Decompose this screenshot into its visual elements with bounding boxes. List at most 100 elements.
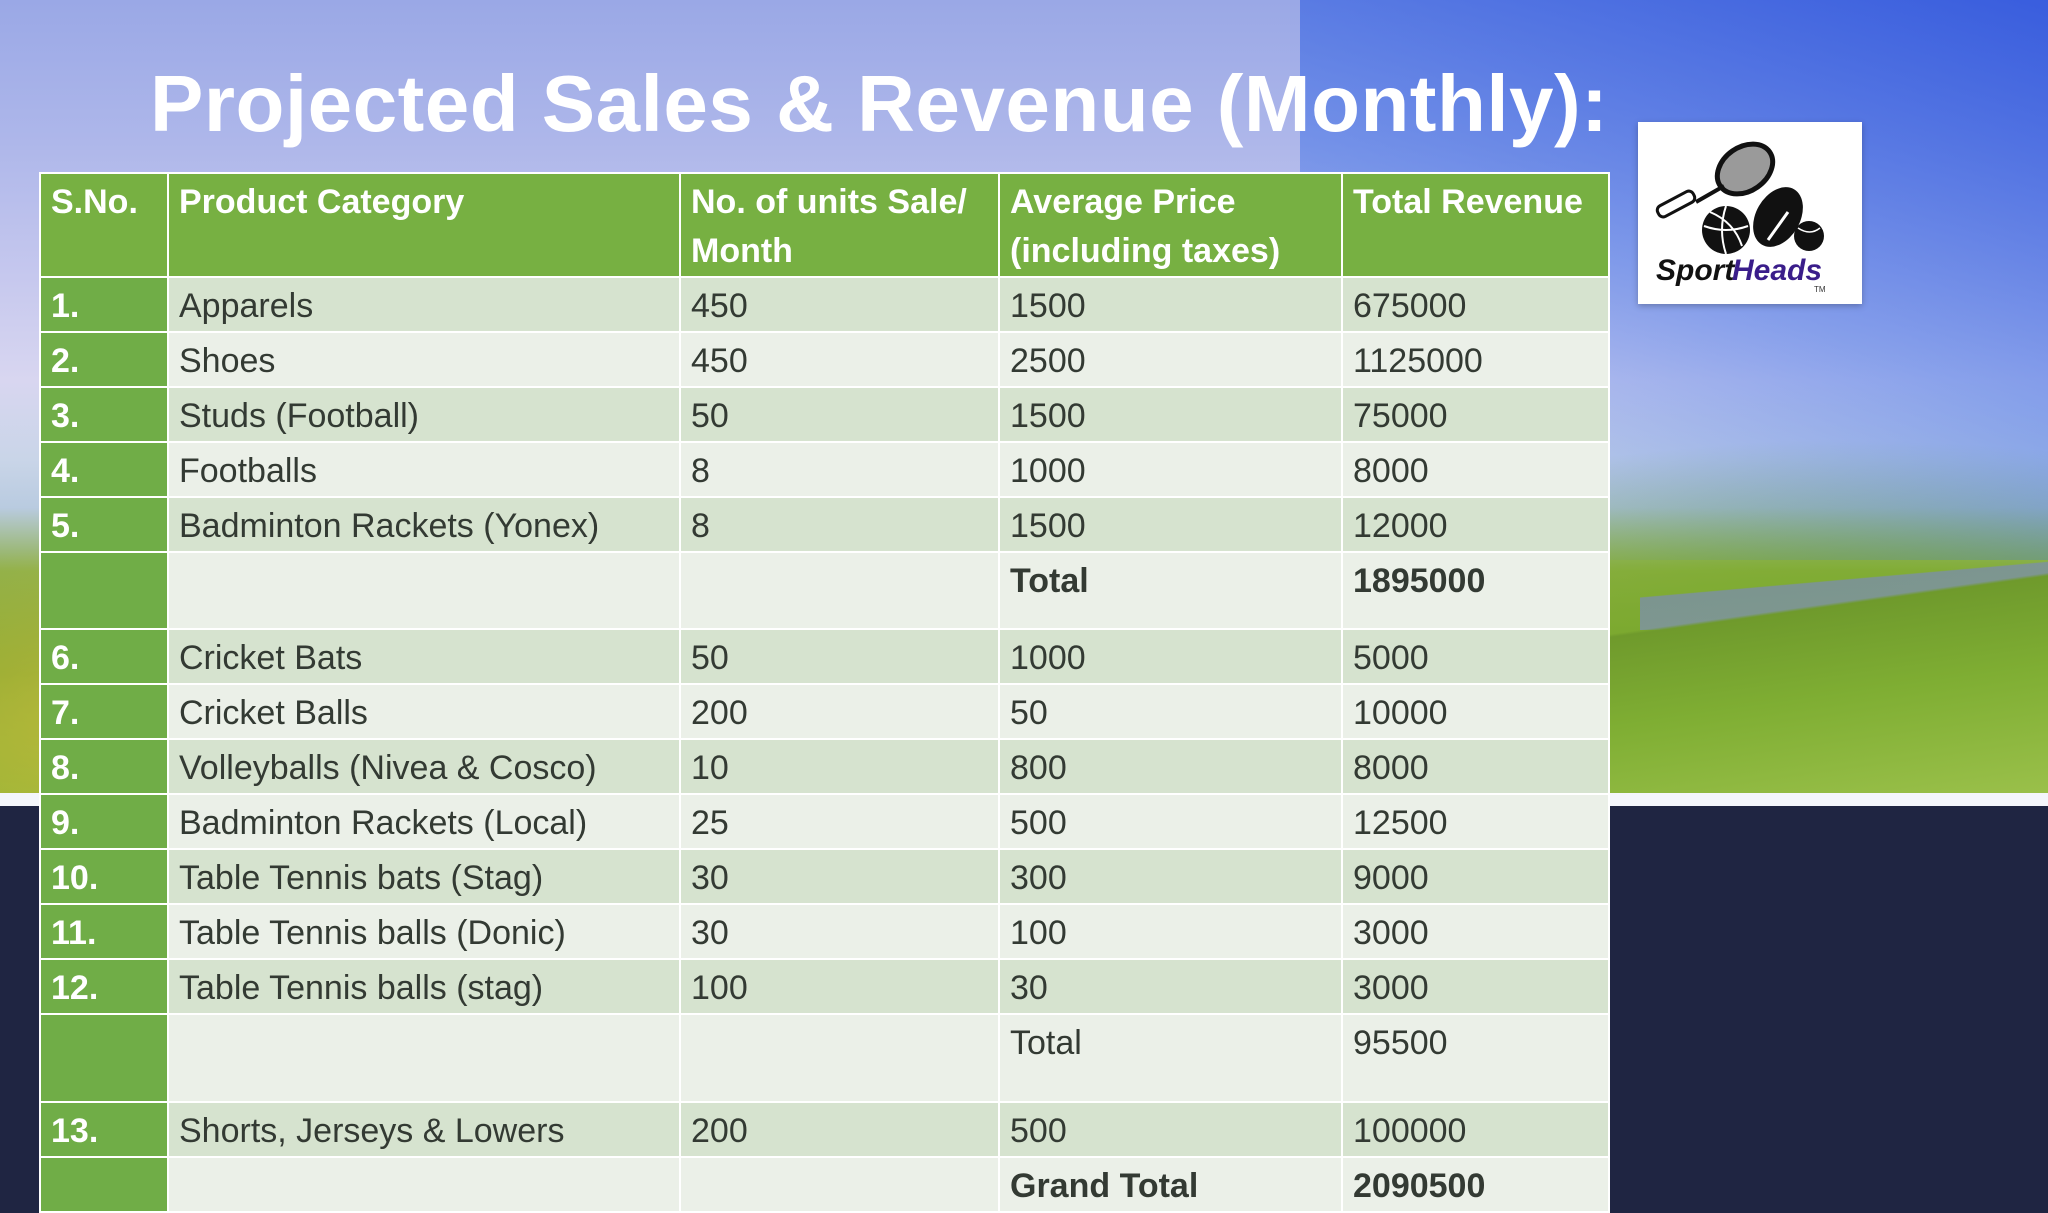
cell-units: 200 <box>679 1101 1000 1158</box>
cell-category <box>167 551 681 630</box>
svg-text:TM: TM <box>1814 285 1826 294</box>
cell-sno: 2. <box>39 331 169 388</box>
cell-units: 50 <box>679 386 1000 443</box>
grand-total-row: Grand Total 2090500 <box>39 1156 1610 1213</box>
cell-units: 450 <box>679 276 1000 333</box>
header-product-category: Product Category <box>167 172 681 278</box>
cell-category: Shoes <box>167 331 681 388</box>
cell-sno: 1. <box>39 276 169 333</box>
cell-revenue: 3000 <box>1341 903 1610 960</box>
cell-price: 500 <box>998 793 1343 850</box>
cell-revenue: 12000 <box>1341 496 1610 553</box>
cell-units: 25 <box>679 793 1000 850</box>
cell-units: 10 <box>679 738 1000 795</box>
cell-sno <box>39 1013 169 1103</box>
cell-revenue: 3000 <box>1341 958 1610 1015</box>
cell-sno <box>39 1156 169 1213</box>
cell-units: 8 <box>679 441 1000 498</box>
cell-category: Table Tennis balls (stag) <box>167 958 681 1015</box>
cell-revenue: 8000 <box>1341 441 1610 498</box>
table-row: 3. Studs (Football) 50 1500 75000 <box>39 386 1610 443</box>
sports-equipment-icon: Sport Heads TM <box>1655 141 1826 294</box>
cell-units <box>679 1013 1000 1103</box>
background-hills <box>1608 540 2048 793</box>
cell-sno: 5. <box>39 496 169 553</box>
table-row: 13. Shorts, Jerseys & Lowers 200 500 100… <box>39 1101 1610 1158</box>
cell-category: Badminton Rackets (Local) <box>167 793 681 850</box>
cell-units <box>679 1156 1000 1213</box>
svg-text:Heads: Heads <box>1732 254 1822 287</box>
cell-category: Table Tennis bats (Stag) <box>167 848 681 905</box>
cell-price: 1000 <box>998 628 1343 685</box>
cell-units: 200 <box>679 683 1000 740</box>
cell-sno <box>39 551 169 630</box>
cell-sno: 13. <box>39 1101 169 1158</box>
cell-sno: 6. <box>39 628 169 685</box>
cell-category: Apparels <box>167 276 681 333</box>
cell-price: 300 <box>998 848 1343 905</box>
header-total-revenue: Total Revenue <box>1341 172 1610 278</box>
cell-category: Table Tennis balls (Donic) <box>167 903 681 960</box>
subtotal-label: Total <box>998 551 1343 630</box>
header-sno: S.No. <box>39 172 169 278</box>
cell-price: 1500 <box>998 276 1343 333</box>
cell-revenue: 1125000 <box>1341 331 1610 388</box>
grand-total-value: 2090500 <box>1341 1156 1610 1213</box>
cell-sno: 12. <box>39 958 169 1015</box>
cell-price: 800 <box>998 738 1343 795</box>
table-row: 10. Table Tennis bats (Stag) 30 300 9000 <box>39 848 1610 905</box>
cell-price: 1500 <box>998 386 1343 443</box>
cell-category: Shorts, Jerseys & Lowers <box>167 1101 681 1158</box>
table-row: 9. Badminton Rackets (Local) 25 500 1250… <box>39 793 1610 850</box>
cell-category: Footballs <box>167 441 681 498</box>
cell-revenue: 10000 <box>1341 683 1610 740</box>
cell-category <box>167 1013 681 1103</box>
cell-price: 1500 <box>998 496 1343 553</box>
cell-units: 50 <box>679 628 1000 685</box>
table-row: 7. Cricket Balls 200 50 10000 <box>39 683 1610 740</box>
table-row: 11. Table Tennis balls (Donic) 30 100 30… <box>39 903 1610 960</box>
cell-sno: 11. <box>39 903 169 960</box>
table-row: 4. Footballs 8 1000 8000 <box>39 441 1610 498</box>
cell-price: 500 <box>998 1101 1343 1158</box>
table-row: 1. Apparels 450 1500 675000 <box>39 276 1610 333</box>
header-units: No. of units Sale/ Month <box>679 172 1000 278</box>
subtotal-row: Total 95500 <box>39 1013 1610 1103</box>
cell-units: 450 <box>679 331 1000 388</box>
cell-price: 2500 <box>998 331 1343 388</box>
cell-sno: 7. <box>39 683 169 740</box>
cell-sno: 4. <box>39 441 169 498</box>
sportheads-logo: Sport Heads TM <box>1638 122 1862 304</box>
cell-category: Cricket Balls <box>167 683 681 740</box>
subtotal-row: Total 1895000 <box>39 551 1610 630</box>
table-row: 2. Shoes 450 2500 1125000 <box>39 331 1610 388</box>
cell-price: 1000 <box>998 441 1343 498</box>
cell-price: 50 <box>998 683 1343 740</box>
cell-revenue: 100000 <box>1341 1101 1610 1158</box>
svg-text:Sport: Sport <box>1656 254 1736 287</box>
cell-units: 8 <box>679 496 1000 553</box>
cell-category: Studs (Football) <box>167 386 681 443</box>
cell-revenue: 675000 <box>1341 276 1610 333</box>
table-header-row: S.No. Product Category No. of units Sale… <box>39 172 1610 278</box>
cell-revenue: 9000 <box>1341 848 1610 905</box>
grand-total-label: Grand Total <box>998 1156 1343 1213</box>
cell-category: Cricket Bats <box>167 628 681 685</box>
table-row: 12. Table Tennis balls (stag) 100 30 300… <box>39 958 1610 1015</box>
cell-sno: 3. <box>39 386 169 443</box>
subtotal-label: Total <box>998 1013 1343 1103</box>
subtotal-value: 1895000 <box>1341 551 1610 630</box>
cell-units: 30 <box>679 903 1000 960</box>
cell-revenue: 12500 <box>1341 793 1610 850</box>
cell-revenue: 5000 <box>1341 628 1610 685</box>
table-row: 5. Badminton Rackets (Yonex) 8 1500 1200… <box>39 496 1610 553</box>
cell-revenue: 8000 <box>1341 738 1610 795</box>
subtotal-value: 95500 <box>1341 1013 1610 1103</box>
header-average-price: Average Price (including taxes) <box>998 172 1343 278</box>
cell-price: 30 <box>998 958 1343 1015</box>
table-row: 6. Cricket Bats 50 1000 5000 <box>39 628 1610 685</box>
cell-revenue: 75000 <box>1341 386 1610 443</box>
cell-units: 30 <box>679 848 1000 905</box>
cell-units <box>679 551 1000 630</box>
cell-units: 100 <box>679 958 1000 1015</box>
